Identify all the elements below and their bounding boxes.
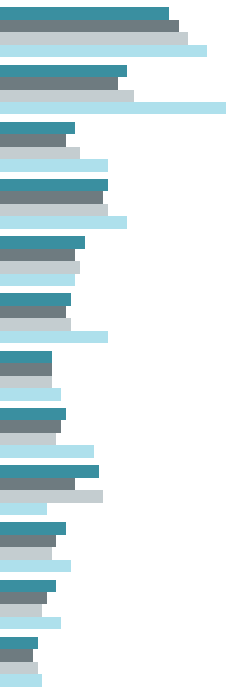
- Bar: [0, 261, 80, 273]
- Bar: [0, 44, 207, 57]
- Bar: [0, 331, 108, 344]
- Bar: [0, 592, 47, 604]
- Bar: [0, 33, 188, 44]
- Bar: [0, 90, 134, 102]
- Bar: [0, 674, 42, 686]
- Bar: [0, 134, 66, 146]
- Bar: [0, 217, 127, 229]
- Bar: [0, 273, 75, 286]
- Bar: [0, 204, 108, 217]
- Bar: [0, 446, 94, 458]
- Bar: [0, 102, 226, 115]
- Bar: [0, 548, 52, 560]
- Bar: [0, 363, 52, 375]
- Bar: [0, 408, 66, 421]
- Bar: [0, 465, 99, 477]
- Bar: [0, 637, 38, 650]
- Bar: [0, 159, 108, 171]
- Bar: [0, 433, 56, 446]
- Bar: [0, 579, 56, 592]
- Bar: [0, 236, 85, 248]
- Bar: [0, 319, 70, 331]
- Bar: [0, 146, 80, 159]
- Bar: [0, 248, 75, 261]
- Bar: [0, 192, 103, 204]
- Bar: [0, 617, 61, 629]
- Bar: [0, 523, 66, 535]
- Bar: [0, 477, 75, 490]
- Bar: [0, 502, 47, 515]
- Bar: [0, 65, 127, 77]
- Bar: [0, 661, 38, 674]
- Bar: [0, 650, 33, 661]
- Bar: [0, 560, 70, 573]
- Bar: [0, 535, 56, 548]
- Bar: [0, 8, 169, 20]
- Bar: [0, 421, 61, 433]
- Bar: [0, 20, 179, 33]
- Bar: [0, 294, 70, 306]
- Bar: [0, 604, 42, 617]
- Bar: [0, 179, 108, 192]
- Bar: [0, 77, 118, 90]
- Bar: [0, 306, 66, 319]
- Bar: [0, 388, 61, 400]
- Bar: [0, 121, 75, 134]
- Bar: [0, 350, 52, 363]
- Bar: [0, 375, 52, 388]
- Bar: [0, 490, 103, 502]
